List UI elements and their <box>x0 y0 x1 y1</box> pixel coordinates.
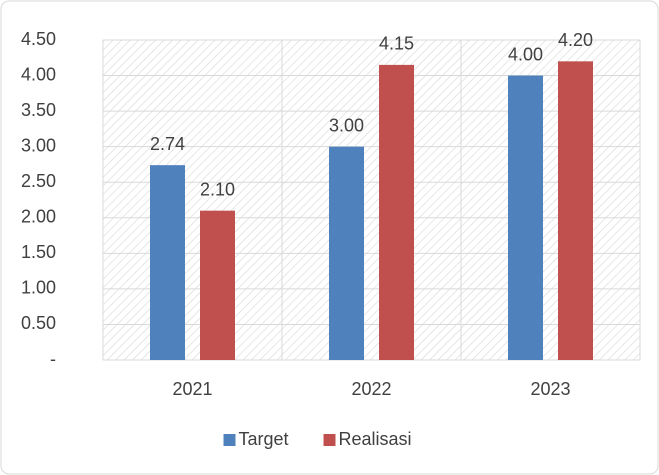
y-tick-label: - <box>50 349 56 369</box>
y-tick-label: 1.50 <box>21 242 56 262</box>
plot-background <box>103 40 640 360</box>
x-tick-label: 2023 <box>530 379 570 399</box>
bar <box>150 165 185 360</box>
bar <box>558 61 593 360</box>
bar <box>329 146 364 360</box>
legend-swatch <box>223 434 236 446</box>
data-label: 4.00 <box>508 44 543 64</box>
y-tick-label: 1.00 <box>21 278 56 298</box>
bar <box>508 75 543 361</box>
legend-label: Target <box>239 429 289 449</box>
y-tick-label: 4.50 <box>21 29 56 49</box>
data-label: 3.00 <box>329 115 364 135</box>
y-tick-label: 2.50 <box>21 171 56 191</box>
y-tick-label: 3.50 <box>21 100 56 120</box>
x-tick-label: 2021 <box>172 379 212 399</box>
data-label: 4.15 <box>379 34 414 54</box>
data-label: 4.20 <box>558 30 593 50</box>
legend-label: Realisasi <box>339 429 412 449</box>
data-label: 2.74 <box>150 134 185 154</box>
y-tick-label: 2.00 <box>21 207 56 227</box>
y-tick-label: 4.00 <box>21 64 56 84</box>
data-label: 2.10 <box>200 179 235 199</box>
legend-swatch <box>323 434 336 446</box>
bar <box>200 210 235 360</box>
bar <box>379 64 414 360</box>
x-tick-label: 2022 <box>351 379 391 399</box>
y-tick-label: 0.50 <box>21 313 56 333</box>
y-tick-label: 3.00 <box>21 135 56 155</box>
